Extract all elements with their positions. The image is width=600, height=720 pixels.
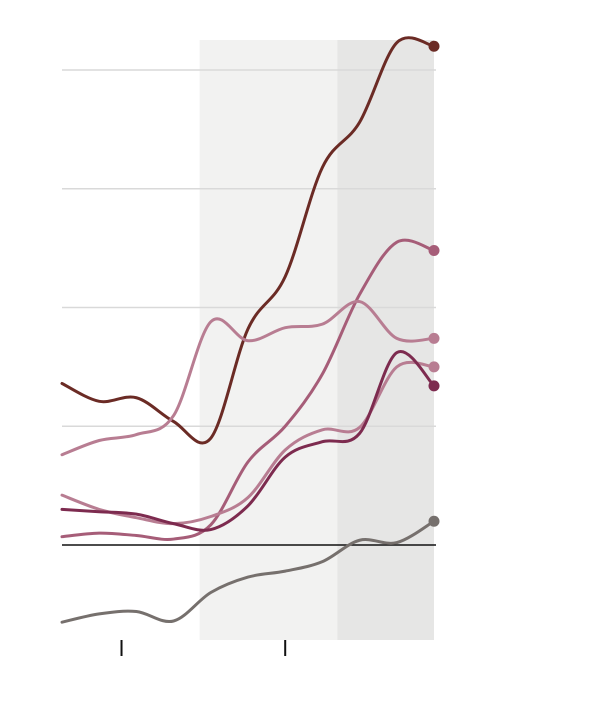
series-end-dot-5 [428, 380, 440, 392]
series-end-dot-6 [428, 515, 440, 527]
series-line-6 [60, 519, 436, 624]
series-line-3 [60, 300, 436, 457]
shaded-region-1 [199, 40, 338, 640]
series-end-dot-3 [428, 332, 440, 344]
series-line-1 [60, 36, 436, 445]
series-line-5 [60, 350, 436, 532]
series-end-dot-2 [428, 245, 440, 256]
series-end-dot-4 [428, 361, 440, 373]
series-line-2 [60, 238, 436, 541]
series-end-dot-1 [428, 40, 440, 52]
